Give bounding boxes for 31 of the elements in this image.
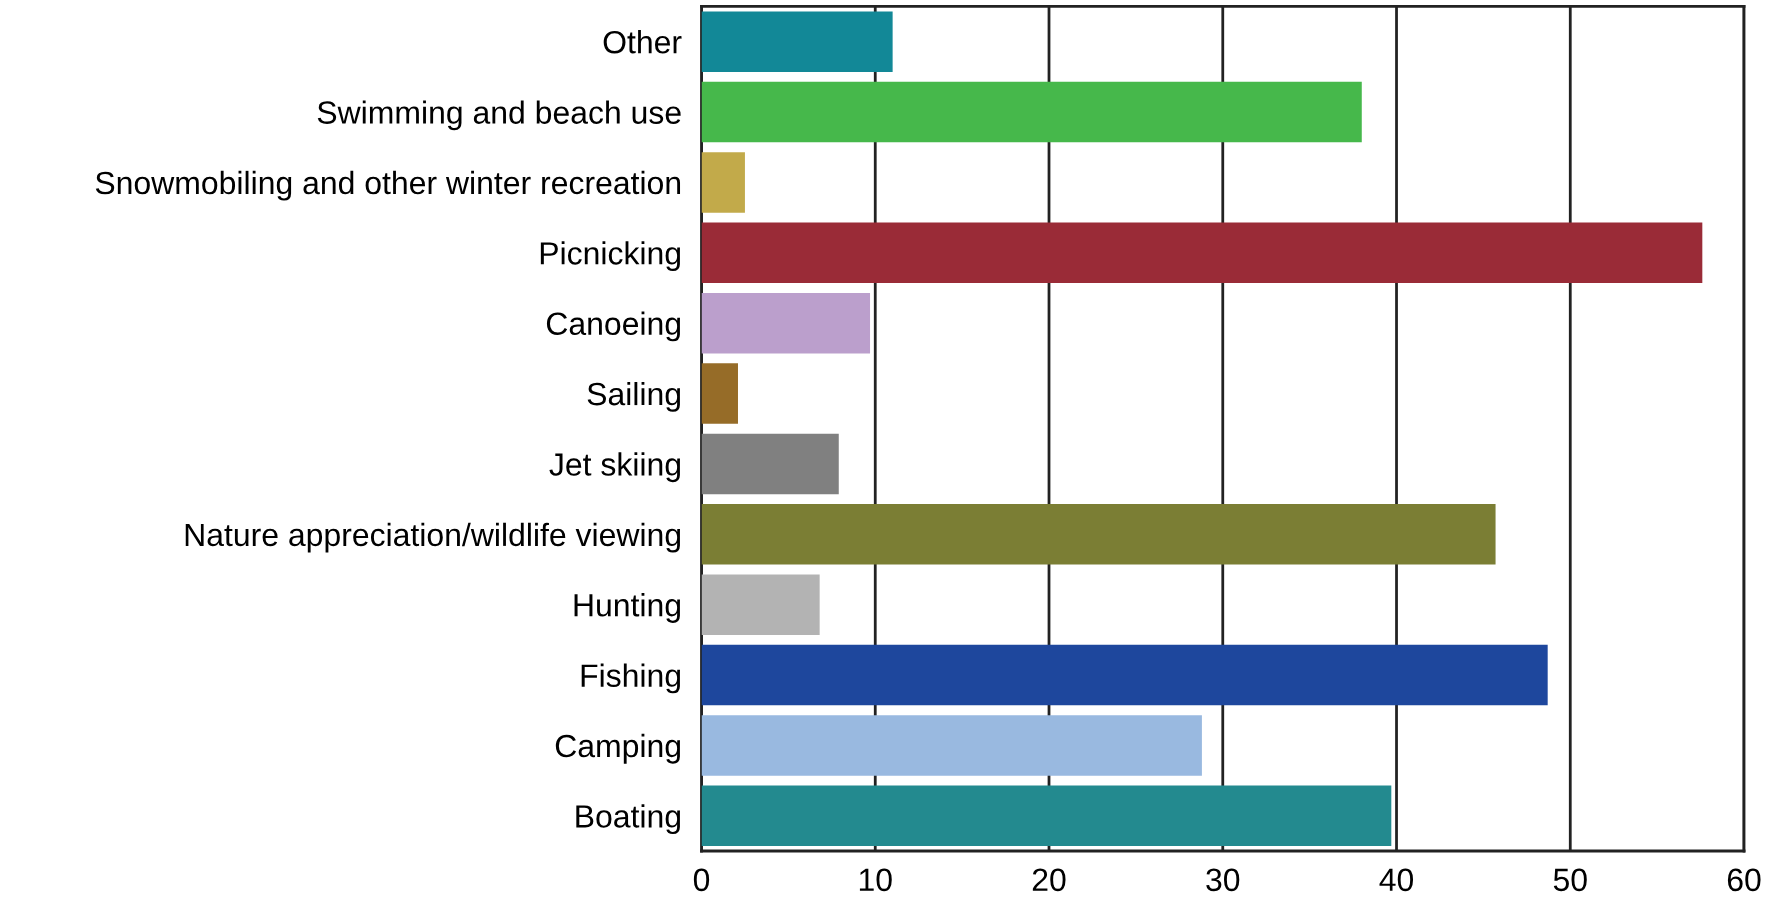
y-tick-label: Hunting	[574, 593, 680, 623]
x-tick-label: 0	[693, 868, 710, 892]
y-tick-label: Sailing	[587, 381, 680, 412]
bar	[701, 644, 1548, 706]
y-tick-label: Picnicking	[540, 241, 680, 271]
y-tick-label: Canoeing	[546, 311, 681, 342]
y-tick-label: Jet skiing	[549, 452, 680, 483]
x-tick-label: 20	[1032, 868, 1066, 892]
y-tick-label: Nature appreciation/wildlife viewing	[185, 522, 681, 553]
bar	[701, 785, 1392, 847]
x-tick-label: 50	[1553, 868, 1587, 892]
x-tick-label: 60	[1727, 868, 1761, 892]
bar	[701, 504, 1496, 565]
bar	[701, 715, 1202, 776]
y-tick-label: Fishing	[581, 663, 680, 694]
bar	[701, 363, 738, 424]
y-tick-label: Swimming and beach use	[317, 100, 681, 131]
bar	[701, 11, 893, 72]
bar	[701, 574, 820, 635]
y-tick-label: Boating	[576, 804, 680, 835]
bar	[701, 81, 1362, 143]
bar	[701, 292, 871, 354]
bar	[701, 433, 839, 495]
x-tick-label: 10	[859, 868, 892, 892]
y-tick-label: Snowmobiling and other winter recreation	[95, 170, 681, 201]
y-tick-label: Other	[603, 30, 682, 54]
y-tick-label: Camping	[555, 733, 680, 764]
bar	[701, 152, 745, 213]
x-tick-label: 30	[1206, 868, 1240, 892]
bar	[701, 222, 1703, 284]
x-tick-label: 40	[1379, 868, 1414, 892]
